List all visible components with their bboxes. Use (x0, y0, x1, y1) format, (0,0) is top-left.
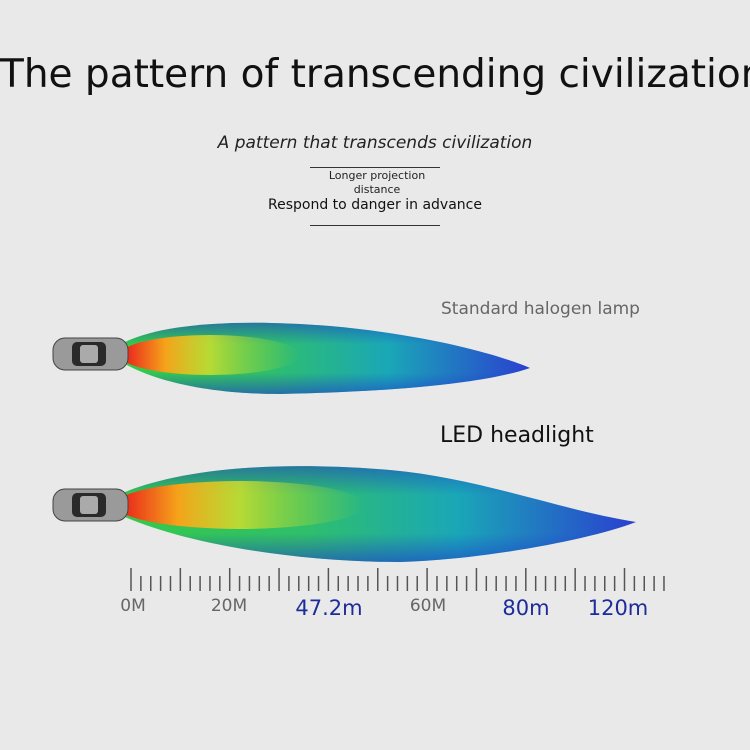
scale-label: 120m (587, 596, 649, 620)
note: Respond to danger in advance (268, 197, 482, 213)
car (52, 337, 129, 371)
subtitle: A pattern that transcends civilization (217, 133, 533, 153)
car (52, 488, 129, 522)
note-line: Longer projection (328, 169, 426, 182)
scale-label: 20M (210, 596, 248, 616)
scale-label: 60M (409, 596, 447, 616)
title: The pattern of transcending civilization (0, 52, 750, 97)
beam-label: LED headlight (440, 423, 594, 448)
divider (310, 167, 440, 168)
scale-label: 47.2m (295, 596, 363, 620)
note-line: distance (353, 183, 401, 196)
halogen-beam (120, 322, 530, 394)
scale-label: 80m (502, 596, 550, 620)
scale-label: 0M (120, 596, 146, 616)
divider (310, 225, 440, 226)
ruler (130, 568, 665, 591)
led-beam (115, 466, 636, 562)
beam-label: Standard halogen lamp (441, 299, 640, 319)
